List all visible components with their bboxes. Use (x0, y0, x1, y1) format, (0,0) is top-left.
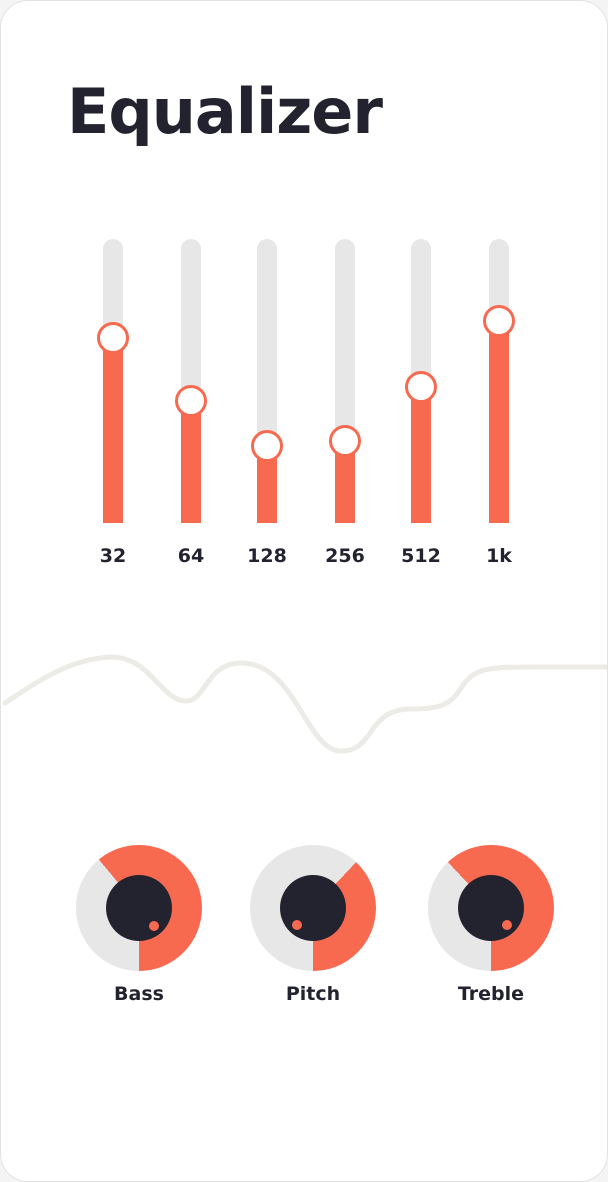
knob-label-bass: Bass (114, 983, 164, 1005)
slider-band-32[interactable] (97, 239, 129, 523)
band-label: 128 (247, 545, 287, 567)
frequency-curve (2, 654, 607, 754)
band-label: 1k (486, 545, 512, 567)
slider-band-64[interactable] (175, 239, 207, 523)
knob-label-treble: Treble (457, 983, 525, 1005)
knob-indicator (149, 921, 160, 932)
slider-fill (103, 338, 123, 523)
frequency-curve-line (2, 654, 607, 754)
slider-thumb[interactable] (97, 322, 129, 354)
knob-center (458, 875, 524, 941)
slider-thumb[interactable] (405, 371, 437, 403)
band-label: 256 (325, 545, 365, 567)
page-title: Equalizer (67, 75, 383, 148)
slider-band-1k[interactable] (483, 239, 515, 523)
knob-bass[interactable] (76, 845, 202, 971)
slider-thumb[interactable] (329, 425, 361, 457)
slider-band-256[interactable] (329, 239, 361, 523)
slider-thumb[interactable] (483, 305, 515, 337)
band-label: 64 (177, 545, 205, 567)
slider-thumb[interactable] (251, 430, 283, 462)
band-label: 512 (401, 545, 441, 567)
slider-fill (257, 446, 277, 523)
knob-treble[interactable] (428, 845, 554, 971)
knob-center (280, 875, 346, 941)
slider-fill (335, 441, 355, 523)
knob-label-pitch: Pitch (285, 983, 341, 1005)
knob-center (106, 875, 172, 941)
knob-pitch[interactable] (250, 845, 376, 971)
slider-fill (411, 387, 431, 523)
slider-band-512[interactable] (405, 239, 437, 523)
knob-indicator (291, 920, 302, 931)
slider-thumb[interactable] (175, 385, 207, 417)
band-label: 32 (99, 545, 127, 567)
knob-indicator (502, 920, 513, 931)
slider-fill (489, 321, 509, 523)
slider-fill (181, 401, 201, 523)
slider-band-128[interactable] (251, 239, 283, 523)
